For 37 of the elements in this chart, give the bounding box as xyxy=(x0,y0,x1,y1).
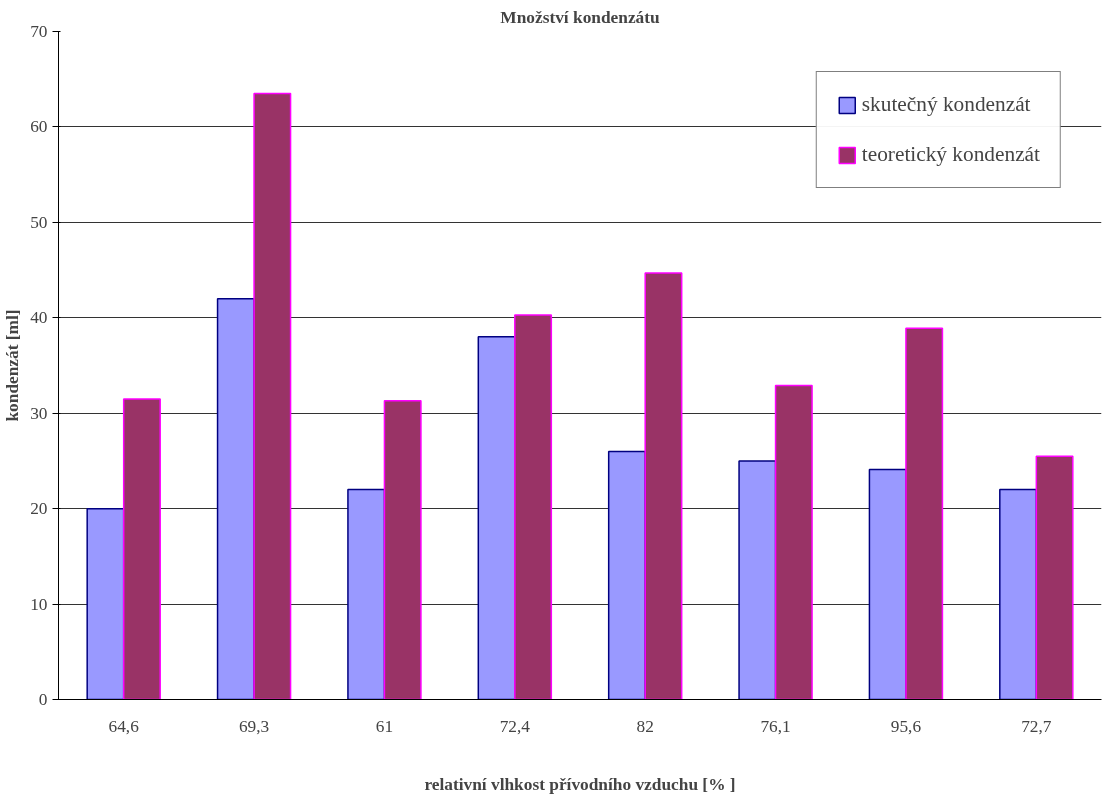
legend-label: skutečný kondenzát xyxy=(861,92,1031,117)
bar xyxy=(607,450,646,700)
y-tick-label: 70 xyxy=(30,22,48,41)
x-tick-label: 82 xyxy=(636,716,654,736)
bar xyxy=(644,272,683,700)
bar xyxy=(514,314,553,700)
bar xyxy=(999,488,1038,700)
y-tick-label: 30 xyxy=(30,403,48,423)
x-tick-label: 72,7 xyxy=(1021,716,1052,736)
y-tick-label: 40 xyxy=(30,308,48,328)
y-axis-title: kondenzát [ml] xyxy=(3,309,23,422)
y-tick-label: 0 xyxy=(38,690,48,709)
x-tick-label: 69,3 xyxy=(238,716,270,736)
x-tick-label: 76,1 xyxy=(760,716,791,736)
bar xyxy=(868,468,907,700)
bar xyxy=(1035,455,1074,700)
y-tick-label: 10 xyxy=(30,594,48,614)
bar xyxy=(216,297,255,700)
y-tick-label: 20 xyxy=(30,499,48,519)
x-tick-label: 61 xyxy=(375,716,394,736)
bar xyxy=(477,336,516,700)
x-tick-label: 64,6 xyxy=(108,716,140,736)
bar xyxy=(253,92,292,700)
bar xyxy=(774,384,813,700)
y-tick-label: 60 xyxy=(30,117,48,137)
chart-title: Množství kondenzátu xyxy=(500,7,661,27)
bar xyxy=(905,327,944,700)
bar xyxy=(383,400,422,700)
bar xyxy=(738,460,777,700)
bar xyxy=(347,488,386,700)
x-tick-label: 95,6 xyxy=(890,716,922,736)
x-axis-title: relativní vlhkost přívodního vzduchu [% ] xyxy=(424,774,736,794)
bar xyxy=(86,507,125,700)
legend-label: teoretický kondenzát xyxy=(861,142,1040,167)
y-tick-label: 50 xyxy=(30,212,48,232)
x-tick-label: 72,4 xyxy=(499,716,531,736)
bar xyxy=(122,398,161,700)
